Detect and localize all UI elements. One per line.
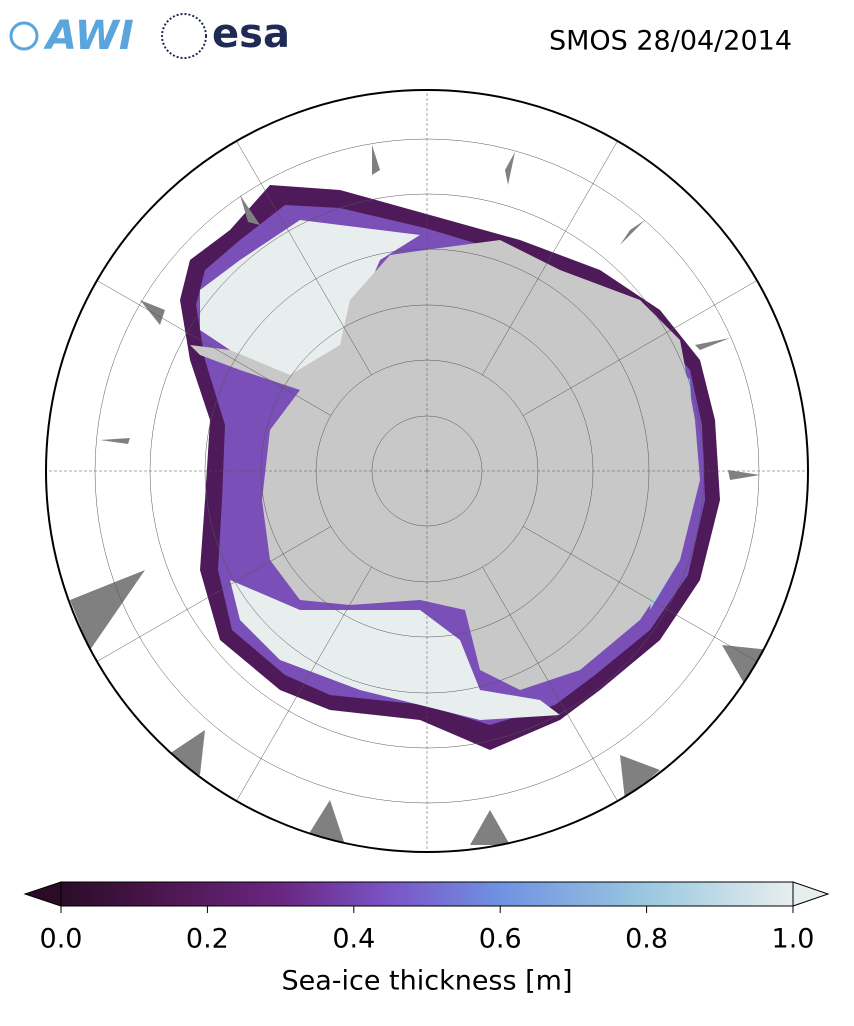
meridian [523,280,758,416]
sea-ice-thick [200,220,420,380]
meridian [236,140,372,375]
colorbar-extend-max [792,881,830,907]
meridians [46,90,808,852]
colorbar-tick-label: 0.0 [40,924,83,955]
sea-ice-thick [230,580,560,720]
colorbar-tick-label: 0.6 [479,924,522,955]
meridian [96,526,331,662]
colorbar-tick-label: 1.0 [772,924,815,955]
logo-awi: AWI [9,13,134,59]
meridian [236,567,372,802]
meridian [482,140,618,375]
meridian [523,526,758,662]
colorbar-gradient [60,881,794,907]
logo-awi-text: AWI [43,13,134,59]
meridian [96,280,331,416]
meridian [482,567,618,802]
antarctica [190,240,700,690]
map-title: SMOS 28/04/2014 [549,26,792,57]
colorbar-tick-label: 0.4 [332,924,375,955]
colorbar [23,881,830,913]
map-frame [45,89,809,853]
logo-esa: esa [161,11,290,59]
map [46,90,808,852]
colorbar-extend-min [23,881,62,907]
colorbar-tick-label: 0.2 [186,924,229,955]
logo-esa-text: esa [212,11,290,57]
colorbar-tick-label: 0.8 [625,924,668,955]
colorbar-label: Sea-ice thickness [m] [281,966,572,997]
